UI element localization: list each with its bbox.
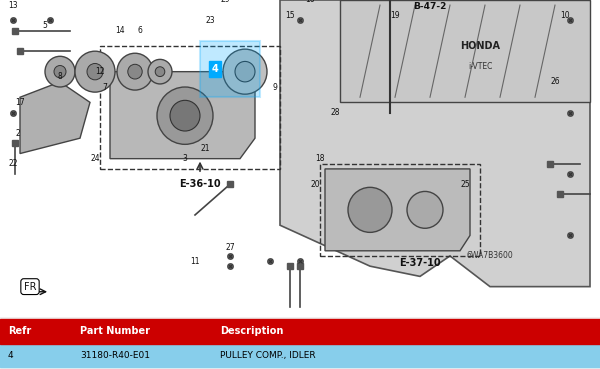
Text: 17: 17 <box>15 98 25 107</box>
Text: Part Number: Part Number <box>80 326 150 336</box>
Text: 27: 27 <box>225 243 235 252</box>
Text: 26: 26 <box>550 77 560 86</box>
Circle shape <box>117 53 153 90</box>
Text: 24: 24 <box>90 154 100 163</box>
Polygon shape <box>110 72 255 159</box>
Bar <box>200 41 260 97</box>
Text: 23: 23 <box>205 16 215 25</box>
Text: 2: 2 <box>16 128 20 138</box>
Circle shape <box>407 192 443 228</box>
Text: 21: 21 <box>200 144 210 153</box>
Text: 9: 9 <box>272 83 277 92</box>
Text: 6WA7B3600: 6WA7B3600 <box>467 251 514 261</box>
Circle shape <box>87 63 103 80</box>
Circle shape <box>155 67 165 77</box>
Text: 3: 3 <box>182 154 187 163</box>
Text: 8: 8 <box>58 72 62 81</box>
Text: 7: 7 <box>103 83 107 92</box>
Bar <box>320 164 480 256</box>
Bar <box>0 343 600 367</box>
Circle shape <box>348 187 392 232</box>
Bar <box>0 342 600 344</box>
Text: PULLEY COMP., IDLER: PULLEY COMP., IDLER <box>220 351 316 360</box>
Text: i-VTEC: i-VTEC <box>468 62 492 71</box>
Polygon shape <box>325 169 470 251</box>
Text: 11: 11 <box>190 256 200 266</box>
Text: 13: 13 <box>8 1 18 10</box>
Text: 31180-R40-E01: 31180-R40-E01 <box>80 351 150 360</box>
Text: 14: 14 <box>115 26 125 35</box>
Text: 10: 10 <box>560 11 570 20</box>
Circle shape <box>235 61 255 82</box>
Circle shape <box>45 56 75 87</box>
Circle shape <box>170 100 200 131</box>
Text: 20: 20 <box>310 180 320 189</box>
Circle shape <box>148 59 172 84</box>
Circle shape <box>75 51 115 92</box>
Text: Refr: Refr <box>8 326 31 336</box>
Text: 25: 25 <box>460 180 470 189</box>
Text: E-37-10: E-37-10 <box>399 258 441 268</box>
Text: 16: 16 <box>305 0 315 4</box>
Text: E-36-10: E-36-10 <box>179 179 221 189</box>
Text: FR: FR <box>24 282 36 292</box>
Text: 5: 5 <box>43 21 47 30</box>
Text: 22: 22 <box>8 159 18 168</box>
Text: HONDA: HONDA <box>460 41 500 51</box>
Text: 19: 19 <box>390 11 400 20</box>
Text: 18: 18 <box>315 154 325 163</box>
Polygon shape <box>340 0 590 102</box>
Text: 6: 6 <box>137 26 142 35</box>
Text: 29: 29 <box>220 0 230 4</box>
Text: B-47-2: B-47-2 <box>413 2 446 11</box>
Bar <box>0 319 600 343</box>
Circle shape <box>128 64 142 79</box>
Polygon shape <box>280 0 590 287</box>
Text: 4: 4 <box>8 351 14 360</box>
Circle shape <box>223 49 267 94</box>
Circle shape <box>54 66 66 78</box>
Text: 12: 12 <box>95 67 105 76</box>
Bar <box>100 46 280 169</box>
Text: 28: 28 <box>330 108 340 117</box>
Polygon shape <box>20 82 90 154</box>
Circle shape <box>157 87 213 144</box>
Text: 4: 4 <box>212 63 218 73</box>
Text: Description: Description <box>220 326 283 336</box>
Text: 15: 15 <box>285 11 295 20</box>
